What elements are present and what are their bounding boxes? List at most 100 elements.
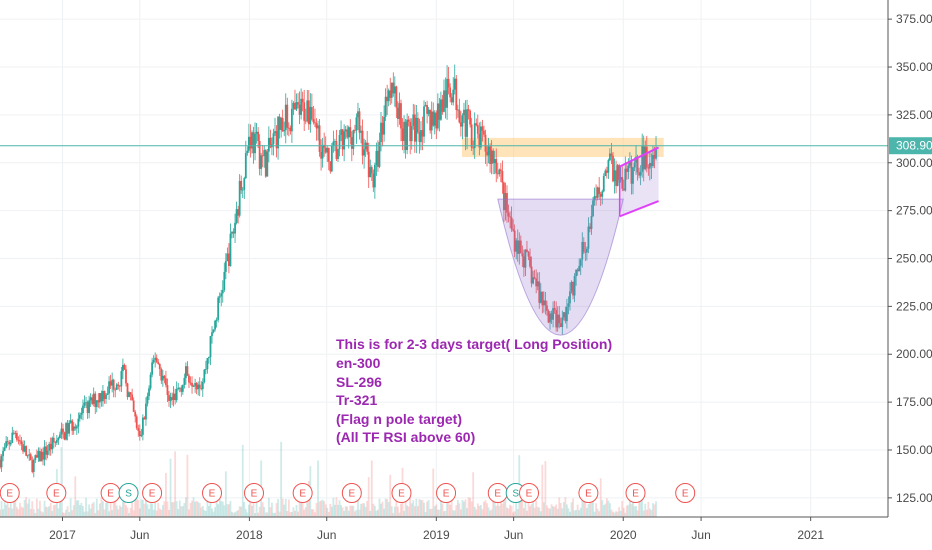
candle-body — [243, 178, 246, 190]
volume-bar — [172, 502, 175, 517]
candle-body — [315, 123, 318, 129]
candle-body — [228, 253, 230, 267]
candle-body — [82, 405, 84, 414]
volume-bar — [366, 500, 369, 517]
volume-bar — [160, 509, 163, 517]
price-tick-label: 300.00 — [896, 156, 932, 170]
candle-body — [301, 98, 304, 103]
candle-body — [258, 140, 261, 169]
candle-body — [384, 96, 387, 117]
candle-body — [400, 103, 402, 129]
candle-body — [35, 455, 38, 458]
price-axis[interactable]: 375.00 350.00 325.00 300.00 275.00 250.00 225.… — [888, 12, 932, 505]
candle-body — [224, 260, 227, 272]
volume-bar — [129, 507, 132, 517]
candle-body — [295, 102, 298, 110]
volume-bar — [111, 509, 114, 517]
candle-body — [261, 155, 264, 157]
volume-bar — [297, 511, 299, 517]
candle-body — [0, 459, 1, 468]
volume-bar — [635, 506, 637, 517]
volume-bar — [189, 503, 192, 517]
candle-body — [369, 167, 372, 178]
volume-bar — [141, 499, 144, 517]
candle-body — [344, 129, 347, 132]
volume-bar — [249, 501, 252, 517]
candle-body — [192, 386, 195, 387]
candle-body — [441, 99, 444, 112]
candle-body — [553, 308, 556, 311]
candle-body — [409, 121, 412, 142]
volume-bar — [137, 499, 140, 517]
volume-bar — [251, 505, 253, 517]
candle-body — [178, 387, 181, 389]
volume-bar — [25, 497, 28, 517]
candle-body — [326, 147, 329, 153]
candle-body — [137, 428, 140, 431]
candle-body — [184, 366, 187, 378]
volume-bar — [377, 509, 379, 517]
candle-body — [75, 426, 78, 429]
candle-body — [168, 395, 170, 401]
candle-body — [241, 189, 244, 191]
candle-body — [8, 442, 11, 445]
volume-bar — [347, 510, 350, 517]
candle-body — [552, 308, 554, 320]
candle-body — [542, 300, 545, 306]
volume-bar — [68, 512, 71, 517]
candle-body — [370, 167, 373, 174]
volume-bar — [479, 504, 482, 517]
volume-bar — [486, 503, 488, 517]
volume-bar — [443, 511, 445, 517]
volume-bar — [599, 478, 602, 517]
candle-body — [186, 366, 189, 376]
event-marker-label: E — [348, 489, 355, 500]
volume-bar — [573, 510, 576, 517]
volume-bar — [312, 509, 315, 517]
candle-body — [43, 446, 46, 460]
volume-bar — [380, 503, 382, 517]
candle-body — [461, 115, 464, 127]
time-axis[interactable]: 2017 Jun 2018 Jun 2019 Jun 2020 Jun 2021 — [49, 517, 824, 542]
volume-bar — [86, 511, 89, 517]
candle-body — [317, 125, 319, 129]
flag-channel-fill — [619, 147, 659, 217]
volume-bar — [338, 500, 341, 517]
candle-body — [407, 119, 410, 122]
earnings-event-marker — [292, 483, 313, 503]
candle-body — [0, 456, 3, 468]
candle-body — [287, 127, 290, 129]
candle-body — [455, 78, 458, 111]
candle-body — [499, 169, 502, 171]
candle-body — [318, 125, 321, 152]
volume-bar — [632, 498, 634, 517]
candle-body — [412, 114, 415, 126]
candle-body — [360, 130, 362, 133]
candle-body — [103, 390, 106, 400]
volume-bar — [350, 505, 353, 517]
candle-body — [226, 253, 229, 261]
volume-bar — [430, 508, 433, 517]
volume-bar — [493, 498, 496, 517]
candle-body — [200, 388, 203, 390]
volume-bar — [143, 503, 146, 517]
earnings-event-marker — [46, 483, 67, 503]
candle-body — [469, 110, 472, 125]
volume-bar — [19, 502, 21, 517]
volume-bar — [315, 502, 318, 517]
volume-bar — [645, 509, 648, 517]
volume-bar — [655, 501, 657, 517]
candle-body — [235, 209, 238, 223]
volume-bar — [546, 505, 548, 517]
candle-body — [174, 393, 177, 401]
price-tick-label: 125.00 — [896, 491, 932, 505]
price-tick-label: 150.00 — [896, 443, 932, 457]
volume-bar — [287, 499, 290, 517]
candle-body — [217, 297, 220, 320]
volume-bar — [648, 508, 651, 517]
candle-body — [353, 130, 356, 131]
volume-bar — [472, 472, 475, 517]
volume-bar — [46, 507, 49, 517]
volume-bar — [346, 506, 349, 517]
